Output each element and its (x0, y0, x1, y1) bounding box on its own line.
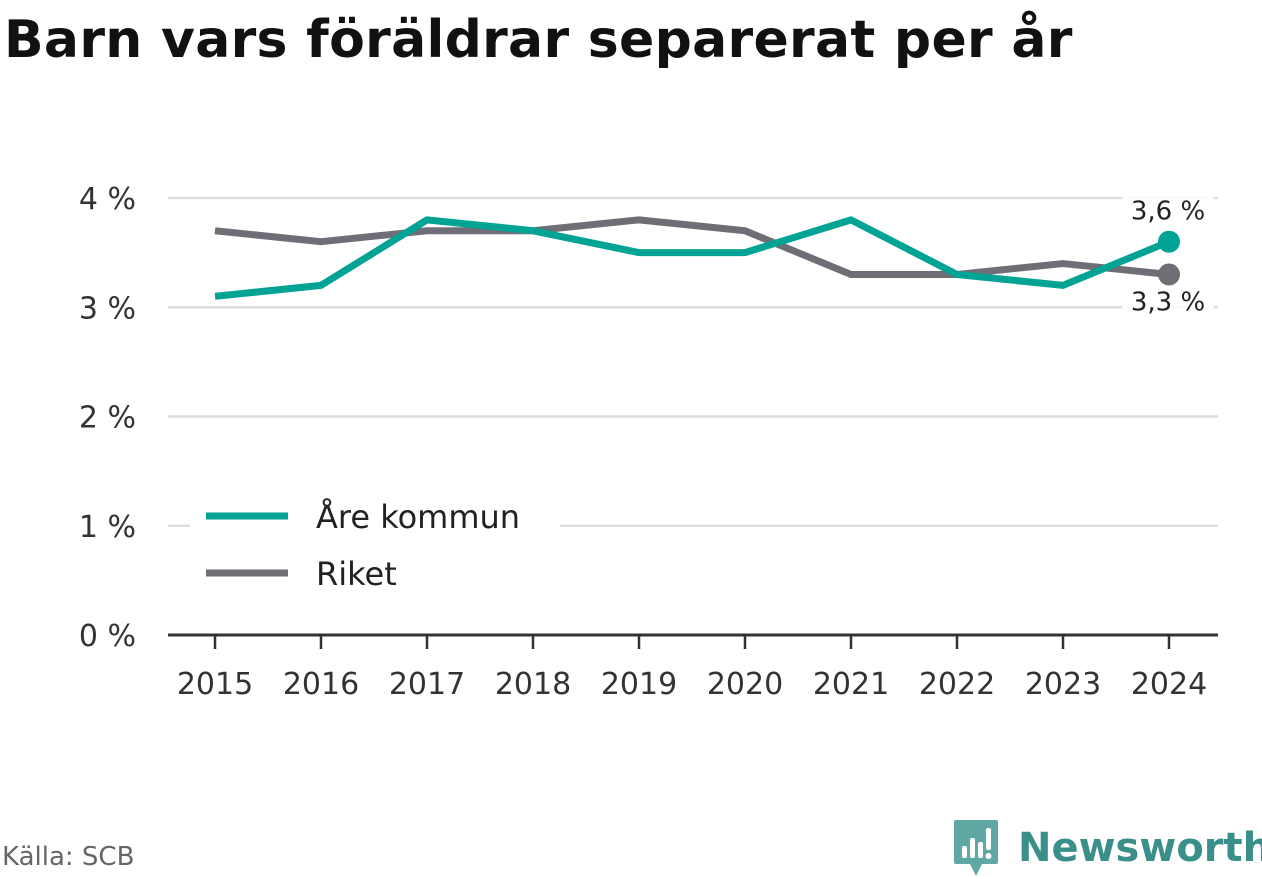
source-note: Källa: SCB (2, 842, 135, 872)
y-tick-label: 3 % (79, 291, 136, 326)
end-label-bg (1122, 287, 1214, 318)
end-label-1: 3,3 % (1131, 287, 1205, 317)
x-tick-label: 2019 (601, 667, 677, 702)
end-marker-0 (1158, 230, 1180, 253)
x-tick-label: 2015 (177, 667, 253, 702)
legend-label-1: Riket (316, 555, 397, 593)
x-tick-label: 2018 (495, 667, 571, 702)
brand-name: Newsworthy (1018, 825, 1262, 871)
series-line-1 (214, 216, 1170, 278)
legend-background (190, 488, 560, 606)
x-tick-label: 2024 (1131, 667, 1207, 702)
end-markers: 3,6 % 3,3 % (1122, 196, 1214, 318)
legend: Åre kommun Riket (190, 488, 560, 606)
x-tick-label: 2023 (1025, 667, 1101, 702)
end-marker-1 (1158, 263, 1180, 286)
y-tick-label: 1 % (79, 510, 136, 545)
end-label-bg (1122, 196, 1214, 227)
newsworthy-logo-icon (954, 820, 998, 876)
series-line-0 (214, 216, 1171, 300)
x-tick-label: 2021 (813, 667, 889, 702)
x-tick-label: 2016 (283, 667, 359, 702)
y-tick-label: 0 % (79, 619, 136, 654)
grid-lines (168, 196, 1218, 527)
series-lines (214, 216, 1171, 300)
legend-label-0: Åre kommun (316, 498, 520, 536)
chart-title: Barn vars föräldrar separerat per år (4, 10, 1073, 70)
y-axis-ticks: 0 % 1 % 2 % 3 % 4 % (79, 182, 136, 654)
x-tick-label: 2020 (707, 667, 783, 702)
x-tick-label: 2022 (919, 667, 995, 702)
end-label-0: 3,6 % (1131, 197, 1205, 227)
y-tick-label: 2 % (79, 401, 136, 436)
brand-logo: Newsworthy (952, 818, 1262, 878)
y-tick-label: 4 % (79, 182, 136, 217)
x-axis: 2015 2016 2017 2018 2019 2020 2021 2022 2023 2024 (168, 633, 1218, 702)
x-tick-label: 2017 (389, 667, 465, 702)
